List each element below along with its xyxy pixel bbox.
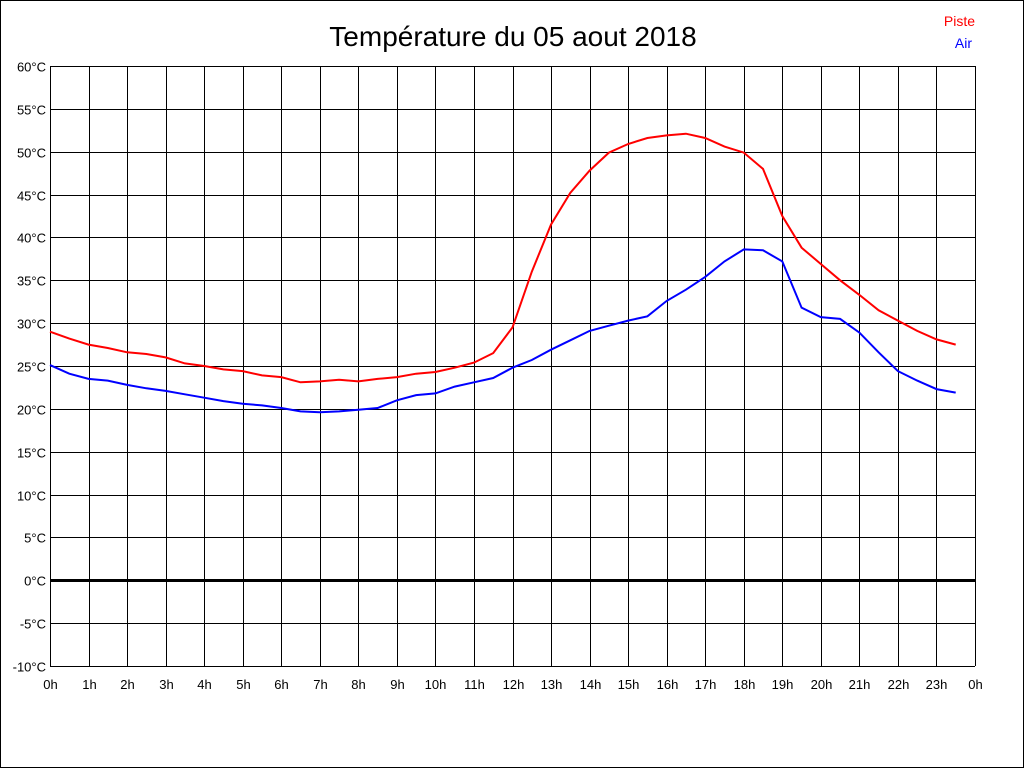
x-tick-label: 2h [120, 677, 134, 692]
x-tick-label: 21h [849, 677, 871, 692]
x-tick-label: 18h [734, 677, 756, 692]
x-tick-label: 6h [274, 677, 288, 692]
x-tick-label: 20h [811, 677, 833, 692]
legend-air: Air [955, 35, 972, 51]
legend-piste: Piste [944, 13, 975, 29]
chart-title: Température du 05 aout 2018 [329, 21, 696, 52]
y-tick-label: 30°C [17, 317, 46, 332]
x-tick-label: 23h [926, 677, 948, 692]
y-tick-label: -10°C [13, 660, 46, 675]
y-tick-label: 20°C [17, 403, 46, 418]
x-tick-label: 0h [43, 677, 57, 692]
x-tick-label: 14h [580, 677, 602, 692]
y-tick-label: 55°C [17, 103, 46, 118]
x-tick-label: 8h [351, 677, 365, 692]
y-tick-label: 15°C [17, 446, 46, 461]
x-tick-label: 3h [159, 677, 173, 692]
y-tick-label: 0°C [24, 574, 46, 589]
y-tick-label: 50°C [17, 146, 46, 161]
x-tick-label: 1h [82, 677, 96, 692]
y-tick-label: 60°C [17, 60, 46, 75]
x-tick-label: 19h [772, 677, 794, 692]
x-tick-label: 16h [657, 677, 679, 692]
series-line-air [49, 248, 956, 414]
x-tick-label: 7h [313, 677, 327, 692]
y-tick-label: 45°C [17, 189, 46, 204]
x-tick-label: 17h [695, 677, 717, 692]
y-tick-label: 35°C [17, 274, 46, 289]
x-tick-label: 12h [503, 677, 525, 692]
series-line-piste [49, 132, 956, 384]
x-tick-label: 11h [464, 677, 485, 692]
y-tick-label: 10°C [17, 489, 46, 504]
x-tick-label: 5h [236, 677, 250, 692]
x-tick-label: 13h [541, 677, 563, 692]
y-tick-label: 40°C [17, 231, 46, 246]
x-tick-label: 22h [888, 677, 910, 692]
y-tick-label: 25°C [17, 360, 46, 375]
x-tick-label: 15h [618, 677, 640, 692]
x-tick-label: 10h [425, 677, 447, 692]
y-tick-label: -5°C [20, 617, 46, 632]
x-tick-label: 4h [197, 677, 211, 692]
x-tick-label: 9h [390, 677, 404, 692]
x-tick-label: 0h [968, 677, 982, 692]
y-tick-label: 5°C [24, 531, 46, 546]
